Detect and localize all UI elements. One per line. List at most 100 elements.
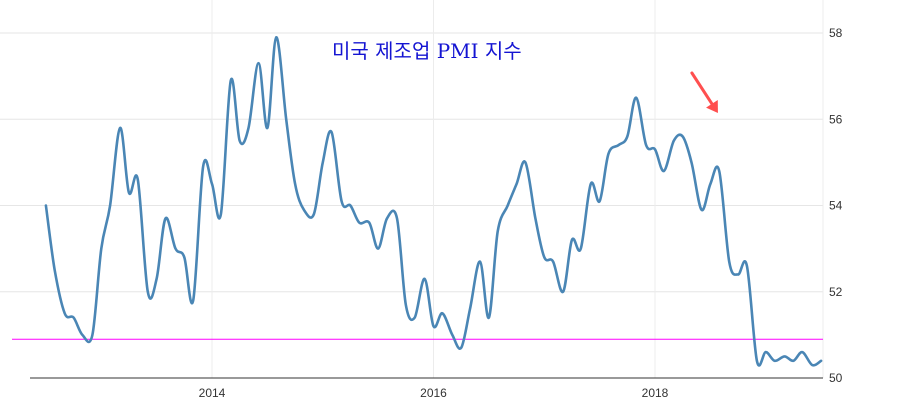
data-point	[663, 170, 666, 173]
data-point	[405, 303, 408, 306]
y-tick-label: 54	[829, 199, 843, 213]
data-point	[91, 334, 94, 337]
data-point	[257, 62, 260, 65]
data-point	[635, 96, 638, 99]
data-point	[496, 230, 499, 233]
data-point	[45, 204, 48, 207]
data-point	[330, 131, 333, 134]
data-point	[294, 183, 297, 186]
series-layer	[44, 35, 823, 367]
y-tick-labels: 50 52 54 56 58	[829, 26, 843, 385]
data-point	[211, 183, 214, 186]
data-point	[820, 360, 823, 363]
data-point	[266, 127, 269, 130]
chart-title: 미국 제조업 PMI 지수	[332, 39, 522, 63]
data-point	[617, 144, 620, 147]
data-point	[441, 312, 444, 315]
y-tick-label: 58	[829, 26, 843, 40]
data-point	[792, 360, 795, 363]
data-point	[654, 148, 657, 151]
data-point	[147, 291, 150, 294]
data-point	[580, 247, 583, 250]
data-point	[285, 118, 288, 121]
data-point	[700, 209, 703, 212]
data-point	[100, 247, 103, 250]
series-line	[44, 35, 823, 367]
y-tick-label: 56	[829, 112, 843, 126]
data-point	[192, 299, 195, 302]
data-point	[349, 204, 352, 207]
grid-lines	[0, 0, 824, 378]
data-point	[571, 239, 574, 242]
data-point	[746, 265, 749, 268]
data-point	[756, 360, 759, 363]
x-tick-label: 2014	[199, 386, 226, 400]
data-point	[451, 334, 454, 337]
data-point	[303, 209, 306, 212]
data-point	[773, 360, 776, 363]
data-point	[432, 325, 435, 328]
data-point	[413, 316, 416, 319]
data-point	[72, 316, 75, 319]
data-point	[801, 351, 804, 354]
data-point	[562, 291, 565, 294]
data-point	[137, 178, 140, 181]
data-point	[322, 161, 325, 164]
data-point	[460, 347, 463, 350]
data-point	[681, 135, 684, 138]
data-point	[377, 247, 380, 250]
data-point	[488, 316, 491, 319]
data-point	[275, 36, 278, 39]
data-point	[690, 161, 693, 164]
data-point	[340, 200, 343, 203]
x-tick-label: 2016	[420, 386, 447, 400]
data-point	[164, 217, 167, 220]
data-point	[238, 140, 241, 143]
data-point	[709, 183, 712, 186]
arrow-head	[706, 99, 718, 113]
data-point	[645, 144, 648, 147]
data-point	[423, 278, 426, 281]
data-point	[183, 256, 186, 259]
data-point	[386, 217, 389, 220]
data-point	[607, 152, 610, 155]
data-point	[155, 278, 158, 281]
data-point	[396, 217, 399, 220]
data-point	[765, 351, 768, 354]
data-point	[109, 204, 112, 207]
x-tick-labels: 2014 2016 2018	[199, 386, 669, 400]
data-point	[811, 364, 814, 367]
data-point	[718, 170, 721, 173]
data-point	[469, 308, 472, 311]
data-point	[543, 256, 546, 259]
data-point	[737, 273, 740, 276]
data-point	[728, 260, 731, 263]
data-point	[479, 260, 482, 263]
data-point	[626, 135, 629, 138]
data-point	[358, 221, 361, 224]
data-point	[673, 140, 676, 143]
data-point	[598, 200, 601, 203]
data-point	[128, 191, 131, 194]
data-point	[515, 183, 518, 186]
data-point	[230, 79, 233, 82]
data-point	[524, 161, 527, 164]
data-point	[63, 312, 66, 315]
annotation-arrow	[690, 71, 718, 113]
data-point	[506, 204, 509, 207]
data-point	[534, 217, 537, 220]
arrow-shaft	[690, 71, 714, 106]
y-tick-label: 50	[829, 371, 843, 385]
y-tick-label: 52	[829, 285, 843, 299]
data-point	[368, 221, 371, 224]
x-tick-label: 2018	[642, 386, 669, 400]
data-point	[53, 269, 56, 272]
data-point	[174, 247, 177, 250]
data-point	[313, 213, 316, 216]
data-point	[202, 165, 205, 168]
data-point	[81, 334, 84, 337]
data-point	[552, 260, 555, 263]
data-point	[119, 127, 122, 130]
